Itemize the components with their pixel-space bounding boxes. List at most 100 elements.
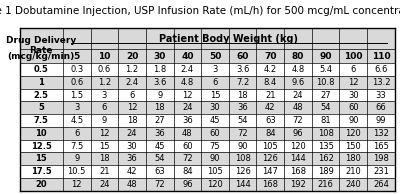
Text: 168: 168	[290, 167, 306, 176]
Text: 2.4: 2.4	[126, 78, 139, 87]
Bar	[20, 76, 395, 89]
Text: 90: 90	[210, 154, 220, 163]
Text: 12: 12	[348, 78, 358, 87]
Text: 90: 90	[348, 116, 358, 125]
Text: 0.3: 0.3	[70, 65, 83, 74]
Text: 27: 27	[154, 116, 165, 125]
Text: 54: 54	[238, 116, 248, 125]
Text: 120: 120	[207, 180, 223, 189]
Text: 180: 180	[345, 154, 361, 163]
Text: 15: 15	[210, 91, 220, 100]
Text: 15: 15	[36, 154, 47, 163]
Text: 84: 84	[265, 129, 276, 138]
Text: 240: 240	[346, 180, 361, 189]
Text: 6: 6	[74, 129, 80, 138]
Text: 24: 24	[127, 129, 137, 138]
Text: 231: 231	[373, 167, 389, 176]
Text: 72: 72	[182, 154, 193, 163]
Text: 66: 66	[376, 103, 386, 112]
Text: 42: 42	[265, 103, 276, 112]
Text: 10.8: 10.8	[316, 78, 335, 87]
Text: 105: 105	[262, 142, 278, 151]
Text: 36: 36	[127, 154, 138, 163]
Text: 10.5: 10.5	[68, 167, 86, 176]
Text: 30: 30	[127, 142, 137, 151]
Text: 42: 42	[127, 167, 137, 176]
Text: 72: 72	[293, 116, 303, 125]
Text: 45: 45	[210, 116, 220, 125]
Text: 4.8: 4.8	[181, 78, 194, 87]
Text: 30: 30	[348, 91, 359, 100]
Text: 0.6: 0.6	[98, 65, 111, 74]
Text: 9: 9	[102, 116, 107, 125]
Text: 150: 150	[346, 142, 361, 151]
Text: 3.6: 3.6	[153, 78, 166, 87]
Text: 2.4: 2.4	[181, 65, 194, 74]
Text: 5: 5	[38, 103, 44, 112]
Text: 12: 12	[72, 180, 82, 189]
Text: 0.6: 0.6	[70, 78, 83, 87]
Text: 80: 80	[292, 52, 304, 61]
Text: 24: 24	[293, 91, 303, 100]
Text: 72: 72	[154, 180, 165, 189]
Text: 18: 18	[127, 116, 137, 125]
Text: 144: 144	[290, 154, 306, 163]
Text: 264: 264	[373, 180, 389, 189]
Text: 168: 168	[262, 180, 278, 189]
Text: 1.8: 1.8	[153, 65, 166, 74]
Text: 27: 27	[320, 91, 331, 100]
Text: 147: 147	[262, 167, 278, 176]
Text: 13.2: 13.2	[372, 78, 390, 87]
Text: 108: 108	[318, 129, 334, 138]
Text: 45: 45	[154, 142, 165, 151]
Text: 24: 24	[99, 180, 110, 189]
Text: Drug Delivery
Rate: Drug Delivery Rate	[6, 36, 76, 55]
Text: 162: 162	[318, 154, 334, 163]
Text: 21: 21	[265, 91, 276, 100]
Text: 2.5: 2.5	[34, 91, 49, 100]
Text: 40: 40	[181, 52, 194, 61]
Text: 210: 210	[346, 167, 361, 176]
Text: 36: 36	[237, 103, 248, 112]
Text: 6: 6	[129, 91, 135, 100]
Text: 96: 96	[293, 129, 303, 138]
Bar	[20, 127, 395, 140]
Text: 15: 15	[99, 142, 110, 151]
Text: Patient Body Weight (kg): Patient Body Weight (kg)	[159, 34, 298, 44]
Text: 63: 63	[265, 116, 276, 125]
Text: 189: 189	[318, 167, 334, 176]
Text: 24: 24	[182, 103, 193, 112]
Text: 18: 18	[99, 154, 110, 163]
Text: 9: 9	[74, 154, 79, 163]
Text: 7.2: 7.2	[236, 78, 249, 87]
Text: (mcg/kg/min): (mcg/kg/min)	[8, 52, 75, 61]
Text: 100: 100	[344, 52, 362, 61]
Text: 120: 120	[290, 142, 306, 151]
Text: 7.5: 7.5	[70, 142, 83, 151]
Text: 120: 120	[346, 129, 361, 138]
Text: 105: 105	[207, 167, 223, 176]
Text: 132: 132	[373, 129, 389, 138]
Bar	[20, 49, 395, 63]
Text: 20: 20	[36, 180, 47, 189]
Text: 90: 90	[238, 142, 248, 151]
Text: 12: 12	[99, 129, 110, 138]
Text: 1.5: 1.5	[70, 91, 83, 100]
Text: 17.5: 17.5	[31, 167, 52, 176]
Bar	[20, 178, 395, 191]
Text: 6: 6	[102, 103, 107, 112]
Text: 81: 81	[320, 116, 331, 125]
Text: 99: 99	[376, 116, 386, 125]
Text: 18: 18	[154, 103, 165, 112]
Text: 1.2: 1.2	[98, 78, 111, 87]
Text: 54: 54	[154, 154, 165, 163]
Bar	[20, 28, 395, 49]
Text: 96: 96	[182, 180, 193, 189]
Text: 50: 50	[209, 52, 221, 61]
Text: 21: 21	[99, 167, 110, 176]
Text: 12: 12	[182, 91, 193, 100]
Text: 75: 75	[210, 142, 220, 151]
Text: 3: 3	[102, 91, 107, 100]
Text: 192: 192	[290, 180, 306, 189]
Text: 48: 48	[127, 180, 137, 189]
